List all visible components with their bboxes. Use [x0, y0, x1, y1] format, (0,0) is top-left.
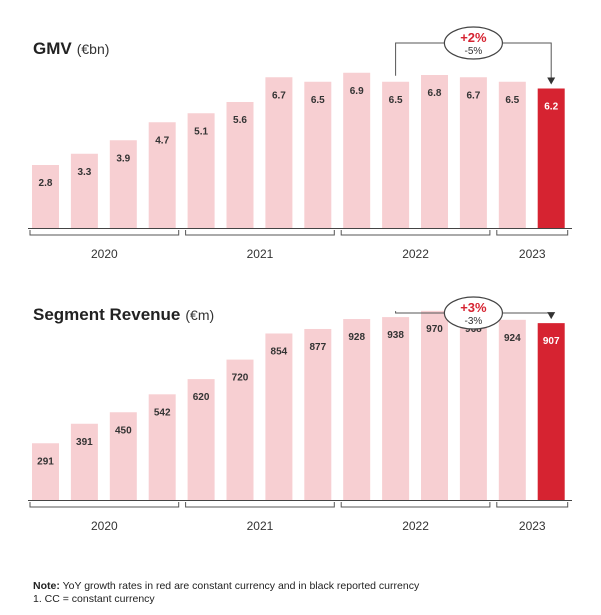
- bar-4: [148, 122, 176, 228]
- year-label: 2023: [519, 247, 546, 261]
- note-text: YoY growth rates in red are constant cur…: [62, 580, 420, 592]
- bar-11: [421, 75, 448, 228]
- bar-14: [537, 88, 565, 228]
- bar-value-label: 6.7: [272, 90, 286, 101]
- bar-value-label: 970: [426, 324, 443, 335]
- bar-14: [537, 323, 565, 500]
- chart-title-unit: (€bn): [77, 41, 110, 57]
- bar-6: [226, 359, 254, 500]
- year-label: 2022: [402, 519, 429, 533]
- bar-value-label: 450: [115, 425, 132, 436]
- chart-title-main: GMV: [33, 39, 72, 58]
- chart-title-main: Segment Revenue: [33, 305, 180, 324]
- year-label: 2020: [91, 519, 118, 533]
- bar-value-label: 877: [309, 342, 326, 353]
- bar-value-label: 720: [232, 373, 249, 384]
- bar-value-label: 924: [504, 333, 521, 344]
- bar-value-label: 391: [76, 437, 93, 448]
- year-label: 2021: [247, 519, 274, 533]
- bar-10: [382, 81, 410, 228]
- bar-value-label: 5.1: [194, 126, 208, 137]
- bar-value-label: 3.9: [116, 153, 130, 164]
- bar-12: [459, 77, 487, 228]
- bar-value-label: 542: [154, 407, 171, 418]
- bar-value-label: 6.5: [505, 95, 519, 106]
- bar-8: [304, 81, 332, 228]
- bar-value-label: 3.3: [77, 167, 91, 178]
- bar-3: [109, 412, 137, 500]
- bar-value-label: 968: [465, 324, 482, 335]
- bar-2: [70, 423, 98, 500]
- gmv-chart: GMV (€bn) 2.8 3.3 3.9 4.7 5.1 5.6 6.7 6.5 6.9 6.5 6.…: [28, 26, 572, 261]
- year-bracket: [496, 230, 569, 236]
- year-bracket: [340, 502, 491, 508]
- chart-title: GMV (€bn): [33, 39, 109, 58]
- bar-13: [498, 81, 526, 228]
- year-bracket: [29, 502, 180, 508]
- bar-value-label: 6.5: [389, 95, 403, 106]
- bar-value-label: 938: [387, 330, 404, 341]
- bar-5: [187, 379, 215, 500]
- bar-value-label: 291: [37, 456, 54, 467]
- growth-bubble: [443, 296, 503, 330]
- note-line: Note: YoY growth rates in red are consta…: [33, 580, 419, 593]
- year-label: 2022: [402, 247, 429, 261]
- bar-5: [187, 113, 215, 228]
- bar-value-label: 620: [193, 392, 210, 403]
- growth-cc: +2%: [460, 30, 487, 45]
- year-label: 2023: [519, 519, 546, 533]
- growth-arrow: [547, 312, 556, 320]
- bar-7: [265, 333, 293, 500]
- bar-2: [70, 153, 98, 228]
- year-bracket: [185, 502, 335, 508]
- bar-value-label: 2.8: [39, 178, 53, 189]
- year-bracket: [29, 230, 180, 236]
- bar-9: [343, 72, 371, 228]
- bar-value-label: 6.7: [466, 90, 480, 101]
- bar-value-label: 6.5: [311, 95, 325, 106]
- bar-value-label: 854: [271, 346, 288, 357]
- bar-1: [32, 443, 59, 500]
- note-label: Note:: [33, 580, 60, 592]
- footnote-block: Note: YoY growth rates in red are consta…: [33, 580, 419, 606]
- footnote-cc: 1. CC = constant currency: [33, 593, 155, 605]
- bar-value-label: 928: [348, 332, 365, 343]
- chart-title: Segment Revenue (€m): [33, 305, 214, 324]
- bar-value-label: 5.6: [233, 115, 247, 126]
- bar-1: [32, 165, 59, 228]
- chart-title-unit: (€m): [185, 307, 214, 323]
- growth-reported: -5%: [465, 46, 483, 57]
- year-bracket: [185, 230, 335, 236]
- bar-value-label: 6.2: [544, 102, 558, 113]
- bar-8: [304, 328, 332, 500]
- bar-value-label: 6.8: [428, 88, 442, 99]
- bar-4: [148, 394, 176, 500]
- growth-arrow: [547, 77, 556, 85]
- year-bracket: [340, 230, 491, 236]
- bar-13: [498, 319, 526, 500]
- bar-value-label: 4.7: [155, 135, 169, 146]
- bar-10: [382, 317, 410, 500]
- year-label: 2021: [247, 247, 274, 261]
- year-bracket: [496, 502, 569, 508]
- bar-value-label: 6.9: [350, 86, 364, 97]
- bar-11: [421, 310, 448, 500]
- bar-6: [226, 102, 254, 228]
- bar-value-label: 907: [543, 336, 560, 347]
- growth-reported: -3%: [465, 316, 483, 327]
- growth-bubble: [443, 26, 503, 60]
- growth-cc: +3%: [460, 300, 487, 315]
- year-label: 2020: [91, 247, 118, 261]
- bar-3: [109, 140, 137, 228]
- bar-9: [343, 319, 371, 500]
- segment-revenue-chart: Segment Revenue (€m) 291 391 450 542 620 720 854…: [28, 296, 572, 533]
- bar-12: [459, 311, 487, 500]
- bar-7: [265, 77, 293, 228]
